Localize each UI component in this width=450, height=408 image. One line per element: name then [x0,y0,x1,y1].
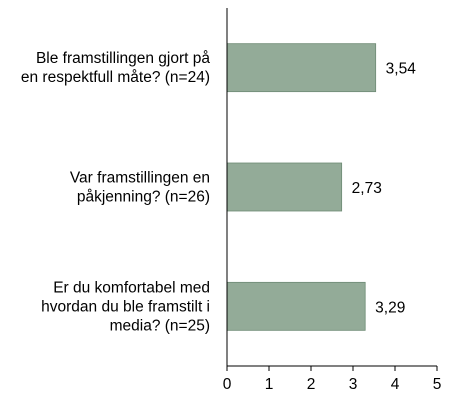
x-ticks-group: 0 1 2 3 4 5 [223,366,442,393]
category-label-1-line-1: Ble framstillingen gjort på [36,50,210,67]
category-label-1-line-2: en respektfull måte? (n=24) [21,69,210,86]
value-labels-group: 3,54 2,73 3,29 [352,61,417,317]
x-tick-label-1: 1 [265,376,274,393]
x-tick-label-3: 3 [349,376,358,393]
category-label-3-line-3: media? (n=25) [110,317,210,334]
x-tick-label-0: 0 [223,376,232,393]
category-label-3-line-2: hvordan du ble framstilt i [41,298,210,315]
bar-3 [226,281,366,331]
bar-1 [226,43,377,93]
bar-2 [226,162,343,212]
bars-group [226,43,377,331]
category-label-2-line-1: Var framstillingen en [70,170,210,187]
category-labels-group: Ble framstillingen gjort på en respektful… [21,50,211,334]
value-label-1: 3,54 [386,61,417,78]
x-tick-label-2: 2 [307,376,316,393]
x-tick-label-4: 4 [391,376,400,393]
category-label-3-line-1: Er du komfortabel med [53,279,210,296]
category-label-2-line-2: påkjenning? (n=26) [77,189,210,206]
x-tick-label-5: 5 [433,376,442,393]
value-label-3: 3,29 [375,299,405,316]
value-label-2: 2,73 [352,180,382,197]
